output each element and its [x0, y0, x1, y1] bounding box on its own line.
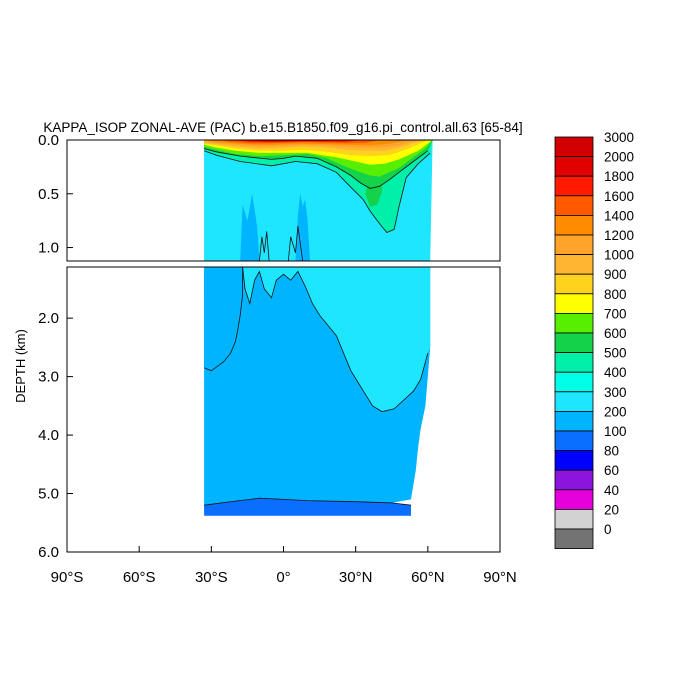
colorbar-swatch: [554, 430, 594, 452]
colorbar-swatch: [554, 352, 594, 373]
colorbar-swatch: [554, 450, 594, 471]
colorbar-label: 900: [604, 267, 627, 282]
y-tick-label: 0.5: [38, 186, 59, 203]
contour-field-200: [204, 498, 411, 516]
colorbar-swatch: [554, 293, 594, 314]
upper-depth-panel: 0.0 0.5 1.0: [38, 132, 501, 700]
upper-panel-frame: [66, 139, 501, 262]
colorbar-label: 800: [604, 287, 627, 302]
contour-field-600: [365, 170, 383, 207]
colorbar-swatch: [554, 489, 594, 510]
contour-field-400: [204, 267, 431, 412]
colorbar-swatch: [554, 410, 594, 432]
x-tick-label: 0°: [276, 569, 290, 586]
colorbar-swatch: [554, 195, 594, 216]
contour-line: [203, 148, 429, 189]
colorbar-swatch: [554, 332, 594, 354]
colorbar-label: 400: [604, 365, 627, 380]
colorbar-label: 3000: [604, 130, 634, 145]
colorbar-swatch: [554, 156, 594, 177]
colorbar-label: 200: [604, 404, 627, 419]
colorbar-label: 500: [604, 346, 627, 361]
colorbar-label: 20: [604, 502, 619, 517]
y-tick-label: 4.0: [38, 427, 59, 444]
contour-line: [203, 150, 431, 233]
contour-field-300: [295, 193, 310, 261]
y-tick-label: 5.0: [38, 486, 59, 503]
colorbar-label: 80: [604, 444, 619, 459]
contour-field-200: [204, 686, 411, 700]
colorbar-swatch: [554, 371, 594, 393]
y-tick-label: 1.0: [38, 240, 59, 257]
colorbar-label: 300: [604, 385, 627, 400]
contour-line: [259, 231, 270, 261]
colorbar-label: 1000: [604, 248, 634, 263]
y-tick-label: 0.0: [38, 132, 59, 149]
colorbar-label: 100: [604, 424, 627, 439]
x-tick-label: 60°N: [411, 569, 445, 586]
colorbar-swatch: [554, 234, 594, 256]
contour-field-300: [204, 267, 243, 371]
x-tick-label: 90°S: [51, 569, 84, 586]
colorbar-swatch: [554, 136, 594, 158]
colorbar-label: 1400: [604, 208, 634, 223]
y-tick-label: 3.0: [38, 369, 59, 386]
colorbar-swatch: [554, 469, 594, 491]
colorbar-swatch: [554, 312, 594, 334]
lower-panel-contour-lines: [203, 267, 429, 506]
colorbar-label: 0: [604, 522, 612, 537]
contour-line: [204, 686, 411, 699]
colorbar-label: 1600: [604, 189, 634, 204]
contour-line: [242, 267, 429, 413]
lower-panel-y-ticks: 2.0 3.0 4.0 5.0 6.0: [38, 310, 73, 561]
colorbar-label: 700: [604, 306, 627, 321]
lower-panel-contour-fields: [204, 267, 431, 516]
chart-title: KAPPA_ISOP ZONAL-AVE (PAC) b.e15.B1850.f…: [43, 120, 522, 135]
x-axis-ticks: 90°S 60°S 30°S 0° 30°N 60°N 90°N: [51, 546, 517, 586]
x-tick-label: 60°S: [123, 569, 156, 586]
contour-field-300: [240, 193, 260, 261]
y-tick-label: 2.0: [38, 310, 59, 327]
y-axis-label: DEPTH (km): [13, 329, 28, 403]
colorbar-swatch: [554, 528, 594, 550]
contour-field-400: [204, 140, 433, 261]
colorbar-swatch: [554, 273, 594, 295]
colorbar-swatch: [554, 508, 594, 530]
y-tick-label: 6.0: [38, 544, 59, 561]
contour-line: [203, 267, 244, 372]
colorbar-label: 1200: [604, 228, 634, 243]
colorbar-label: 60: [604, 463, 619, 478]
colorbar-label: 40: [604, 483, 619, 498]
colorbar-label: 2000: [604, 150, 634, 165]
colorbar-swatch: [554, 175, 594, 197]
x-tick-label: 30°N: [339, 569, 373, 586]
contour-line: [204, 497, 412, 506]
colorbar-swatch: [554, 214, 594, 236]
contour-line: [287, 225, 304, 261]
colorbar-legend: 3000200018001600140012001000900800700600…: [554, 130, 634, 550]
colorbar-swatch: [554, 391, 594, 412]
colorbar-swatch: [554, 254, 594, 275]
upper-panel-contour-lines: [203, 148, 431, 699]
colorbar-label: 1800: [604, 169, 634, 184]
upper-panel-y-ticks: 0.0 0.5 1.0: [38, 132, 73, 257]
x-tick-label: 90°N: [483, 569, 517, 586]
colorbar-label: 600: [604, 326, 627, 341]
x-tick-label: 30°S: [195, 569, 228, 586]
lower-depth-panel: 2.03.04.05.06.0 90°S 60°S 30°S 0° 30°N 60°N 90…: [38, 266, 517, 586]
